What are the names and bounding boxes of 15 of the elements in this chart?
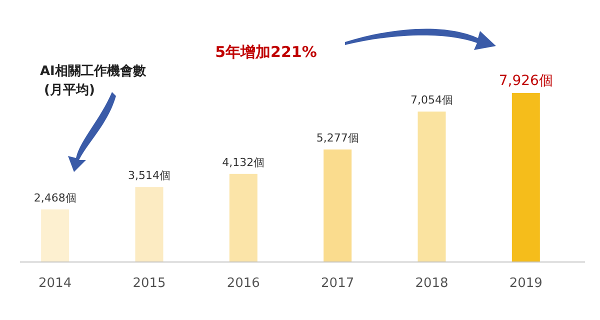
- data-label: 7,926個: [498, 73, 553, 89]
- x-tick-label: 2017: [321, 276, 354, 291]
- x-tick-label: 2016: [226, 276, 260, 291]
- data-label: 7,054個: [410, 94, 453, 107]
- text: 5年增加221%: [215, 43, 317, 61]
- chart-subtitle: (月平均): [44, 83, 95, 98]
- data-label: 5,277個: [316, 131, 359, 144]
- x-tick-label: 2019: [509, 276, 542, 291]
- x-tick-label: 2018: [415, 276, 448, 291]
- data-label: 2,468個: [34, 191, 76, 204]
- x-tick-label: 2014: [38, 276, 72, 291]
- data-label: 4,132個: [222, 156, 265, 169]
- x-tick-label: 2015: [132, 276, 166, 291]
- chart-title: AI相關工作機會數: [40, 63, 147, 79]
- data-label: 3,514個: [128, 169, 170, 182]
